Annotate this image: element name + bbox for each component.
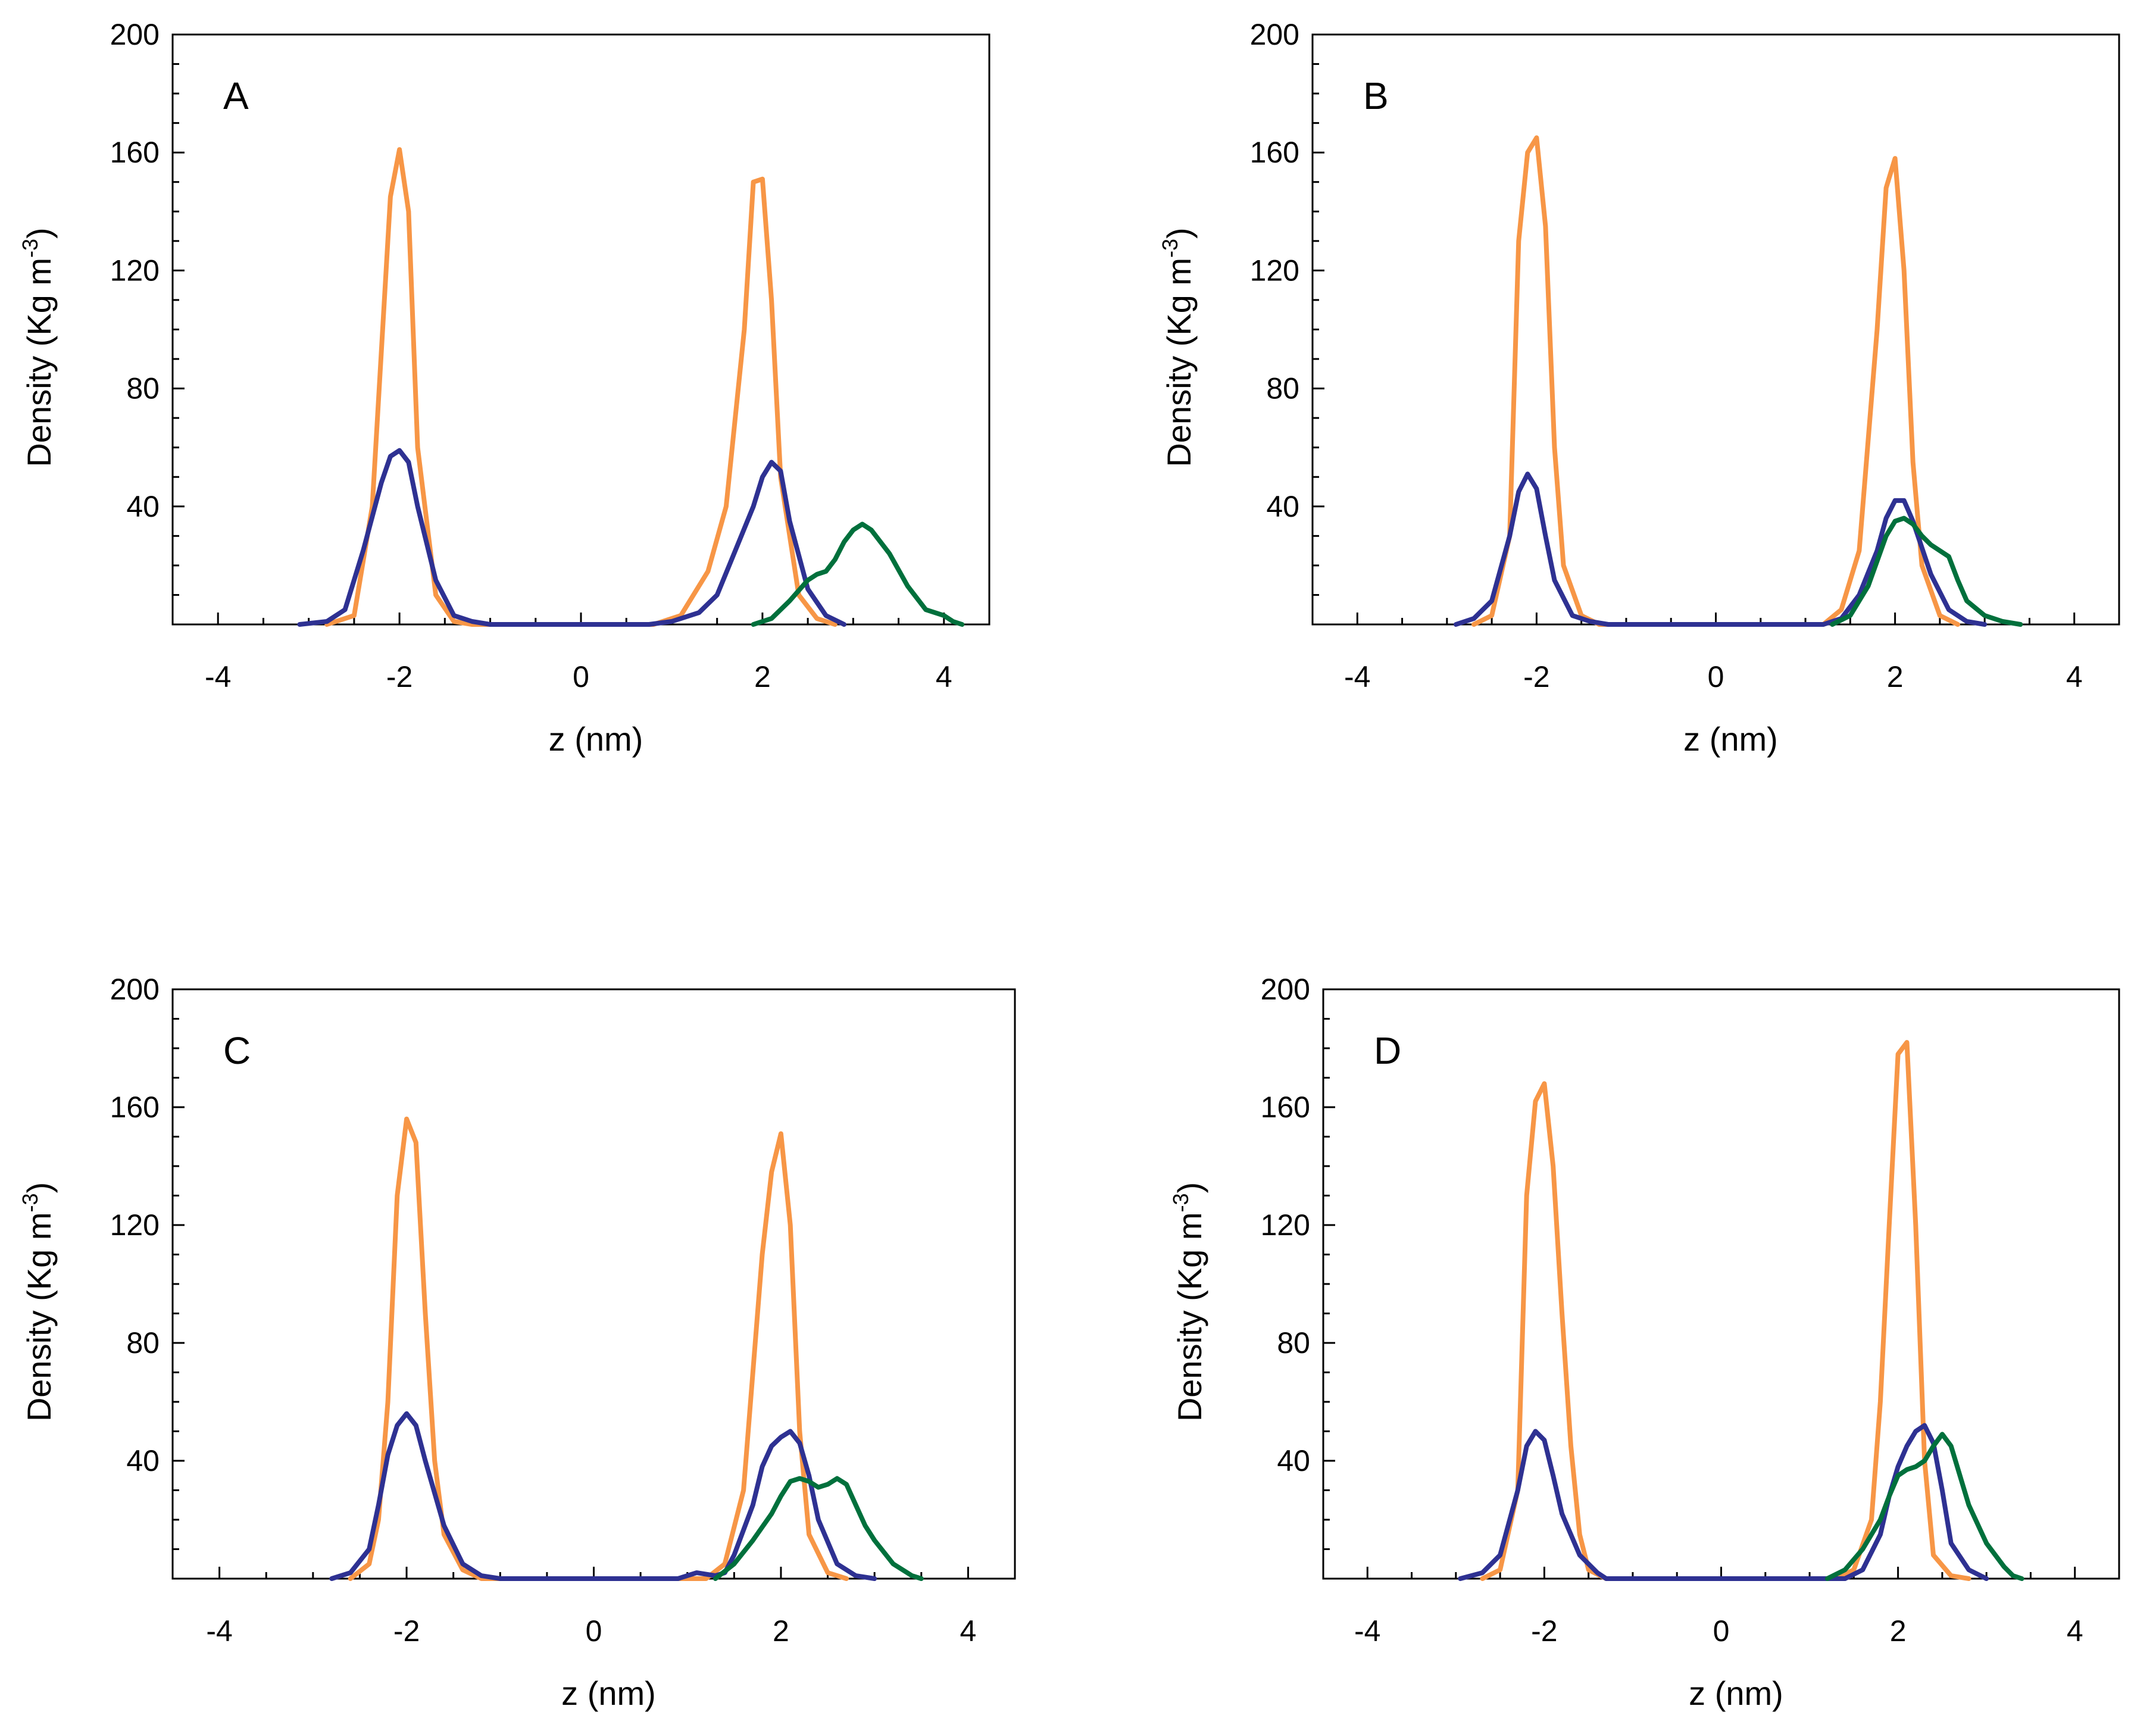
series-line-blue (1458, 1423, 1989, 1581)
y-tick-label: 160 (110, 136, 160, 169)
y-tick-label: 40 (126, 490, 160, 523)
panel-label-d: D (1374, 1029, 1401, 1072)
y-tick-label: 120 (110, 254, 160, 287)
y-tick-label: 120 (1261, 1208, 1310, 1242)
x-tick-label: 4 (936, 660, 952, 693)
x-tick-label: 2 (1890, 1614, 1907, 1648)
y-axis-title-close: ) (1160, 227, 1198, 239)
panel-label-b: B (1363, 74, 1389, 117)
chart-panel-d: 40 80 120 160 200 -4 -2 0 2 4 z (nm) Density (Kg m-… (1168, 973, 2120, 1712)
x-tick-label: -4 (205, 660, 231, 693)
x-tick-label: 2 (1887, 660, 1904, 693)
x-axis-title: z (nm) (1689, 1674, 1783, 1712)
y-axis-title-main: Density (Kg m (20, 258, 58, 467)
series-line-green (713, 1476, 924, 1581)
y-axis-title-close: ) (20, 1182, 58, 1194)
x-tick-label: -2 (393, 1614, 420, 1648)
x-tick-label: 4 (2066, 660, 2083, 693)
y-axis-title: Density (Kg m-3) (18, 227, 58, 467)
panel-label-a: A (223, 74, 249, 117)
y-axis-title-exponent: -3 (18, 1194, 42, 1213)
y-tick-label: 80 (1266, 372, 1299, 405)
x-tick-label: 0 (573, 660, 589, 693)
x-axis-title: z (nm) (1683, 720, 1778, 758)
series-line-blue (1453, 471, 1988, 627)
x-tick-label: -2 (1531, 1614, 1557, 1648)
series-line-orange (324, 147, 838, 627)
x-tick-label: -4 (1344, 660, 1370, 693)
y-axis-title-main: Density (Kg m (1171, 1213, 1208, 1422)
x-tick-label: -2 (1523, 660, 1549, 693)
y-axis-title-exponent: -3 (1158, 239, 1182, 258)
y-axis-title: Density (Kg m-3) (18, 1182, 58, 1421)
y-tick-label: 40 (1277, 1444, 1310, 1477)
x-tick-label: 0 (586, 1614, 602, 1648)
plot-frame (1322, 988, 2120, 1580)
y-axis-title-exponent: -3 (18, 239, 42, 258)
y-tick-label: 200 (110, 973, 160, 1006)
y-tick-label: 200 (1250, 18, 1299, 51)
x-axis-title: z (nm) (549, 720, 643, 758)
series-line-blue (297, 448, 847, 627)
y-axis-title-exponent: -3 (1168, 1194, 1193, 1213)
series-line-blue (329, 1411, 877, 1581)
plot-frame (1311, 33, 2120, 626)
x-tick-label: 0 (1713, 1614, 1730, 1648)
panel-label-c: C (223, 1029, 251, 1072)
y-tick-label: 200 (110, 18, 160, 51)
chart-panel-c: 40 80 120 160 200 -4 -2 0 2 4 z (nm) Density (Kg m-… (18, 973, 1016, 1712)
y-tick-label: 80 (126, 372, 160, 405)
series-line-green (751, 521, 965, 627)
y-tick-label: 40 (126, 1444, 160, 1477)
y-tick-label: 160 (1261, 1091, 1310, 1124)
x-tick-label: -4 (206, 1614, 232, 1648)
y-tick-label: 200 (1261, 973, 1310, 1006)
y-axis-title-main: Density (Kg m (1160, 258, 1198, 467)
x-tick-label: 4 (2067, 1614, 2083, 1648)
x-tick-label: -2 (386, 660, 413, 693)
y-axis-title: Density (Kg m-3) (1168, 1182, 1208, 1421)
x-axis-title: z (nm) (561, 1674, 656, 1712)
series-line-green (1830, 515, 2023, 627)
series-line-green (1824, 1432, 2024, 1581)
chart-panel-a: 40 80 120 160 200 -4 -2 0 2 4 z (nm) Density (Kg m-… (18, 18, 990, 758)
y-tick-label: 120 (1250, 254, 1299, 287)
x-tick-label: 2 (773, 1614, 789, 1648)
y-tick-label: 160 (1250, 136, 1299, 169)
x-tick-label: 2 (754, 660, 771, 693)
y-axis-title: Density (Kg m-3) (1158, 227, 1198, 467)
x-tick-label: -4 (1354, 1614, 1380, 1648)
y-tick-label: 120 (110, 1208, 160, 1242)
y-tick-label: 80 (1277, 1326, 1310, 1360)
x-tick-label: 4 (960, 1614, 976, 1648)
series-line-orange (1480, 1040, 1971, 1581)
y-tick-label: 160 (110, 1091, 160, 1124)
plot-frame (171, 33, 990, 626)
y-axis-title-main: Density (Kg m (20, 1213, 58, 1422)
y-axis-title-close: ) (1171, 1182, 1208, 1194)
y-axis-title-close: ) (20, 227, 58, 239)
plot-frame (171, 988, 1016, 1580)
y-tick-label: 80 (126, 1326, 160, 1360)
chart-panel-b: 40 80 120 160 200 -4 -2 0 2 4 z (nm) Density (Kg m-… (1158, 18, 2120, 758)
x-tick-label: 0 (1708, 660, 1724, 693)
y-tick-label: 40 (1266, 490, 1299, 523)
